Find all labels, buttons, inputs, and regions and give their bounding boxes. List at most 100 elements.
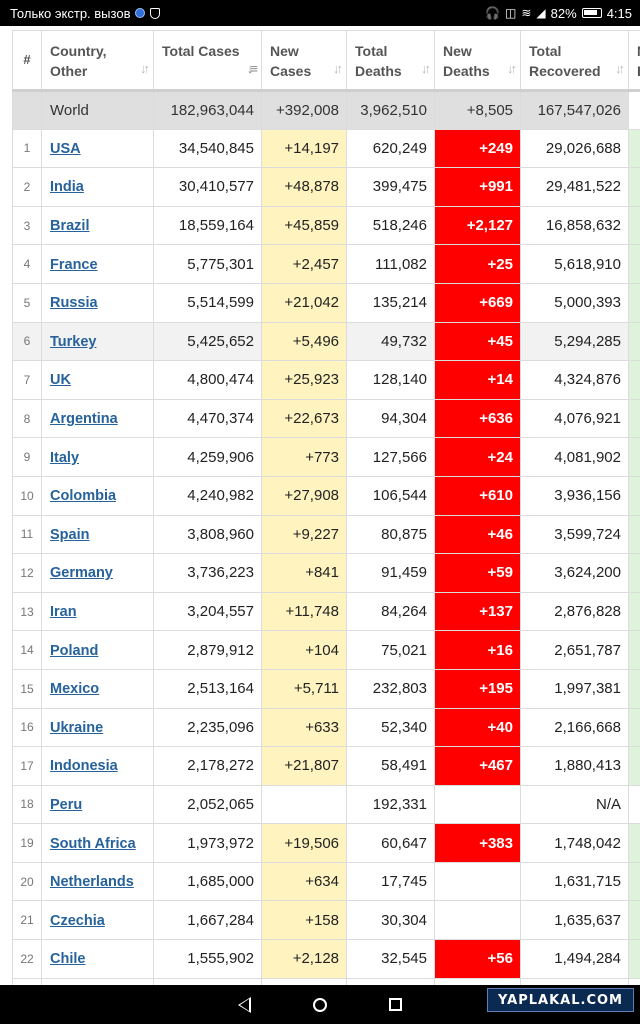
new-cases-cell: +14,197	[261, 128, 347, 169]
country-link[interactable]: UK	[41, 360, 154, 400]
country-link[interactable]: Czechia	[41, 900, 154, 941]
country-link-text[interactable]: Argentina	[50, 411, 118, 428]
covid-table-container[interactable]: # Country, Other ↓↑ Total Cases ↓≡ New C…	[12, 30, 640, 985]
total-recovered-cell: 2,651,787	[520, 630, 629, 670]
sort-icon[interactable]: ↓↑	[421, 61, 431, 76]
country-link-text[interactable]: Indonesia	[50, 758, 118, 775]
header-total-deaths[interactable]: Total Deaths ↓↑	[346, 30, 435, 92]
new-cases-cell: +21,807	[261, 746, 347, 786]
header-new-cases[interactable]: New Cases ↓↑	[261, 30, 347, 92]
extra-cell	[628, 514, 640, 555]
world-row: World 182,963,044 +392,008 3,962,510 +8,…	[12, 90, 640, 130]
country-link[interactable]: Colombia	[41, 475, 154, 516]
sort-desc-icon[interactable]: ↓≡	[246, 61, 258, 76]
country-link-text[interactable]: South Africa	[50, 835, 136, 852]
country-link[interactable]: Peru	[41, 784, 154, 825]
country-link-text[interactable]: USA	[50, 140, 81, 157]
country-link-text[interactable]: Poland	[50, 642, 99, 659]
notification-icon	[135, 8, 146, 18]
table-row: 13 Iran 3,204,557 +11,748 84,264 +137 2,876,82…	[12, 591, 640, 632]
country-link[interactable]: Chile	[41, 939, 154, 979]
country-link[interactable]: Russia	[41, 282, 154, 323]
row-num: 2	[12, 167, 42, 207]
country-link-text[interactable]: India	[50, 179, 84, 196]
country-link[interactable]: Mexico	[41, 668, 154, 709]
extra-cell	[628, 823, 640, 863]
header-total-cases[interactable]: Total Cases ↓≡	[153, 30, 262, 92]
header-extra[interactable]: N R	[628, 30, 640, 92]
row-num: 10	[12, 475, 42, 516]
total-cases-cell: 4,259,906	[153, 437, 262, 477]
country-link-text[interactable]: Italy	[50, 449, 80, 466]
country-link[interactable]: Poland	[41, 630, 154, 670]
clock: 4:15	[606, 5, 632, 21]
country-link-text[interactable]: Brazil	[50, 218, 90, 235]
header-total-recovered[interactable]: Total Recovered ↓↑	[520, 30, 629, 92]
sort-icon[interactable]: ↓↑	[333, 61, 343, 76]
country-link[interactable]: Indonesia	[41, 746, 154, 786]
table-row: 15 Mexico 2,513,164 +5,711 232,803 +195 1,997,…	[12, 668, 640, 709]
country-link-text[interactable]: Germany	[50, 565, 113, 582]
total-deaths-cell: 32,545	[346, 939, 435, 979]
total-cases-cell: 1,555,902	[153, 939, 262, 979]
sort-icon[interactable]: ↓↑	[507, 61, 517, 76]
watermark-logo: YAPLAKAL.COM	[487, 988, 634, 1012]
country-link-text[interactable]: Netherlands	[50, 874, 134, 891]
new-cases-cell: +48,878	[261, 167, 347, 207]
extra-cell	[628, 707, 640, 748]
home-icon[interactable]	[313, 997, 327, 1012]
country-link[interactable]: Iran	[41, 591, 154, 632]
total-recovered-cell: 3,936,156	[520, 475, 629, 516]
table-row: 10 Colombia 4,240,982 +27,908 106,544 +610 3,9…	[12, 475, 640, 516]
country-link[interactable]: Turkey	[41, 321, 154, 362]
country-link[interactable]: Brazil	[41, 205, 154, 246]
header-country[interactable]: Country, Other ↓↑	[41, 30, 154, 92]
country-link[interactable]: Italy	[41, 437, 154, 477]
recent-apps-icon[interactable]	[389, 998, 402, 1011]
country-link-text[interactable]: Mexico	[50, 681, 100, 698]
header-new-deaths[interactable]: New Deaths ↓↑	[434, 30, 521, 92]
country-link-text[interactable]: Spain	[50, 526, 90, 543]
new-deaths-cell: +14	[434, 360, 521, 400]
country-link[interactable]: Argentina	[41, 398, 154, 439]
back-icon[interactable]	[238, 996, 251, 1013]
total-recovered-cell: 29,026,688	[520, 128, 629, 169]
country-link[interactable]: USA	[41, 128, 154, 169]
new-cases-cell: +27,908	[261, 475, 347, 516]
world-new-cases: +392,008	[261, 90, 347, 130]
country-link-text[interactable]: France	[50, 256, 98, 273]
country-link[interactable]: India	[41, 167, 154, 207]
table-row	[12, 977, 640, 985]
country-link-text[interactable]: Turkey	[50, 333, 97, 350]
new-deaths-cell: +2,127	[434, 205, 521, 246]
sort-icon[interactable]: ↓↑	[615, 61, 625, 76]
country-link[interactable]: South Africa	[41, 823, 154, 863]
country-link-text[interactable]: UK	[50, 372, 71, 389]
country-link-text[interactable]: Chile	[50, 951, 86, 968]
total-cases-cell: 1,973,972	[153, 823, 262, 863]
extra-cell	[628, 437, 640, 477]
row-num: 8	[12, 398, 42, 439]
country-link-text[interactable]: Ukraine	[50, 719, 104, 736]
country-link[interactable]: Germany	[41, 553, 154, 593]
country-link-text[interactable]: Russia	[50, 295, 98, 312]
country-link[interactable]: Netherlands	[41, 861, 154, 902]
total-cases-cell: 18,559,164	[153, 205, 262, 246]
new-cases-cell: +25,923	[261, 360, 347, 400]
sort-icon[interactable]: ↓↑	[140, 61, 150, 76]
new-deaths-cell: +16	[434, 630, 521, 670]
total-cases-cell: 2,879,912	[153, 630, 262, 670]
country-link[interactable]: Spain	[41, 514, 154, 555]
row-num: 1	[12, 128, 42, 169]
country-link[interactable]: France	[41, 244, 154, 284]
new-cases-cell: +11,748	[261, 591, 347, 632]
country-link-text[interactable]: Peru	[50, 796, 83, 813]
country-link-text[interactable]: Czechia	[50, 912, 105, 929]
country-link-text[interactable]: Iran	[50, 604, 77, 621]
header-total-recovered-label: Total Recovered	[529, 43, 601, 79]
country-link[interactable]: Ukraine	[41, 707, 154, 748]
total-deaths-cell: 91,459	[346, 553, 435, 593]
country-link-text[interactable]: Colombia	[50, 488, 117, 505]
country-link[interactable]	[41, 977, 154, 985]
new-deaths-cell: +467	[434, 746, 521, 786]
